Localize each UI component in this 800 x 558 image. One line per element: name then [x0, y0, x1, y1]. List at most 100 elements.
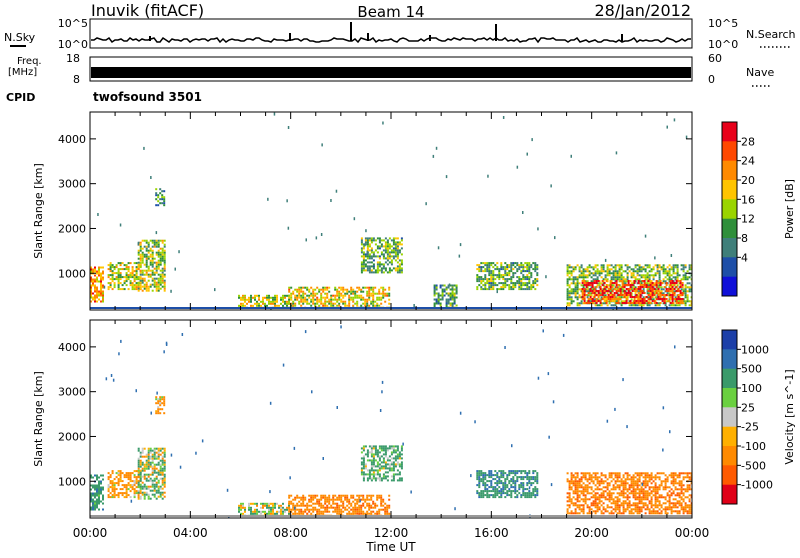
- scatter-point: [138, 243, 140, 246]
- scatter-region: [567, 472, 693, 514]
- scatter-point: [626, 425, 628, 428]
- scatter-point: [163, 350, 165, 353]
- scatter-point: [551, 483, 553, 486]
- scatter-region: [361, 237, 403, 273]
- scatter-region: [238, 295, 290, 309]
- scatter-point: [522, 211, 524, 214]
- time-tick-label: 16:00: [474, 526, 509, 540]
- colorbar-swatch: [722, 238, 737, 258]
- scatter-point: [686, 136, 688, 139]
- scatter-region: [138, 240, 166, 292]
- y-tick-label: 4000: [58, 133, 86, 146]
- scatter-region: [108, 470, 142, 498]
- scatter-point: [667, 126, 669, 129]
- time-tick-label: 12:00: [374, 526, 409, 540]
- scatter-point: [274, 113, 276, 116]
- scatter-point: [503, 116, 505, 119]
- freq-label-line2: [MHz]: [8, 67, 37, 78]
- colorbar-tick-label: 12: [741, 213, 755, 226]
- scatter-point: [531, 138, 533, 141]
- scatter-point: [548, 436, 550, 439]
- scatter-point: [170, 290, 172, 293]
- colorbar-tick-label: -1000: [741, 479, 773, 492]
- noise-right-tick-high: 10^5: [708, 17, 738, 30]
- noise-sky-label: N.Sky: [4, 31, 36, 44]
- freq-label-line1: Freq.: [17, 56, 42, 67]
- scatter-point: [663, 406, 665, 409]
- scatter-point: [425, 202, 427, 205]
- beam-title: Beam 14: [357, 3, 424, 21]
- scatter-point: [410, 491, 412, 494]
- freq-left-tick-low: 8: [73, 73, 80, 86]
- scatter-point: [497, 290, 499, 293]
- scatter-point: [474, 420, 476, 423]
- scatter-region: [476, 470, 538, 498]
- scatter-point: [171, 454, 173, 457]
- freq-left-tick-high: 18: [66, 52, 80, 65]
- scatter-point: [166, 342, 168, 345]
- scatter-point: [143, 147, 145, 150]
- y-tick-label: 1000: [58, 267, 86, 280]
- scatter-point: [381, 390, 383, 393]
- colorbar-tick-label: 500: [741, 363, 762, 376]
- y-tick-label: 1000: [58, 475, 86, 488]
- scatter-point: [354, 217, 356, 220]
- scatter-point: [671, 254, 673, 257]
- scatter-point: [645, 235, 647, 238]
- scatter-point: [294, 447, 296, 450]
- scatter-point: [283, 364, 285, 367]
- scatter-point: [642, 483, 644, 486]
- station-title: Inuvik (fitACF): [91, 1, 204, 20]
- colorbar-tick-label: 16: [741, 193, 755, 206]
- scatter-point: [311, 390, 313, 393]
- scatter-point: [214, 288, 216, 291]
- scatter-point: [269, 490, 271, 493]
- scatter-region: [476, 262, 538, 290]
- scatter-point: [288, 227, 290, 230]
- scatter-point: [151, 412, 153, 415]
- scatter-region: [138, 448, 166, 500]
- scatter-point: [674, 345, 676, 348]
- scatter-region: [155, 188, 165, 206]
- scatter-point: [106, 377, 108, 380]
- colorbar-swatch: [722, 465, 737, 485]
- freq-right-tick-low: 0: [708, 73, 715, 86]
- scatter-point: [131, 500, 133, 503]
- scatter-point: [380, 409, 382, 412]
- colorbar-title: Power [dB]: [783, 179, 796, 239]
- scatter-point: [607, 420, 609, 423]
- noise-right-tick-low: 10^0: [708, 38, 738, 51]
- scatter-point: [286, 199, 288, 202]
- y-tick-label: 3000: [58, 386, 86, 399]
- time-axis-title: Time UT: [365, 540, 416, 554]
- scatter-point: [504, 346, 506, 349]
- scatter-point: [195, 452, 197, 455]
- colorbar-tick-label: 24: [741, 155, 755, 168]
- scatter-region: [155, 396, 165, 414]
- colorbar-tick-label: -100: [741, 440, 766, 453]
- colorbar-tick-label: 25: [741, 401, 755, 414]
- scatter-point: [382, 381, 384, 384]
- scatter-point: [270, 402, 272, 405]
- scatter-region: [238, 503, 290, 517]
- scatter-point: [113, 379, 115, 382]
- scatter-point: [470, 474, 472, 477]
- scatter-point: [413, 304, 415, 307]
- colorbar-tick-label: -500: [741, 459, 766, 472]
- scatter-point: [288, 126, 290, 129]
- scatter-point: [321, 233, 323, 236]
- colorbar-swatch: [722, 141, 737, 161]
- scatter-point: [175, 268, 177, 271]
- y-axis-title: Slant Range [km]: [32, 371, 45, 467]
- scatter-point: [321, 143, 323, 146]
- scatter-point: [460, 412, 462, 415]
- scatter-point: [452, 287, 454, 290]
- scatter-point: [289, 476, 291, 479]
- colorbar-swatch: [722, 199, 737, 219]
- scatter-point: [156, 231, 158, 234]
- scatter-point: [537, 227, 539, 230]
- scatter-point: [538, 377, 540, 380]
- scatter-point: [622, 378, 624, 381]
